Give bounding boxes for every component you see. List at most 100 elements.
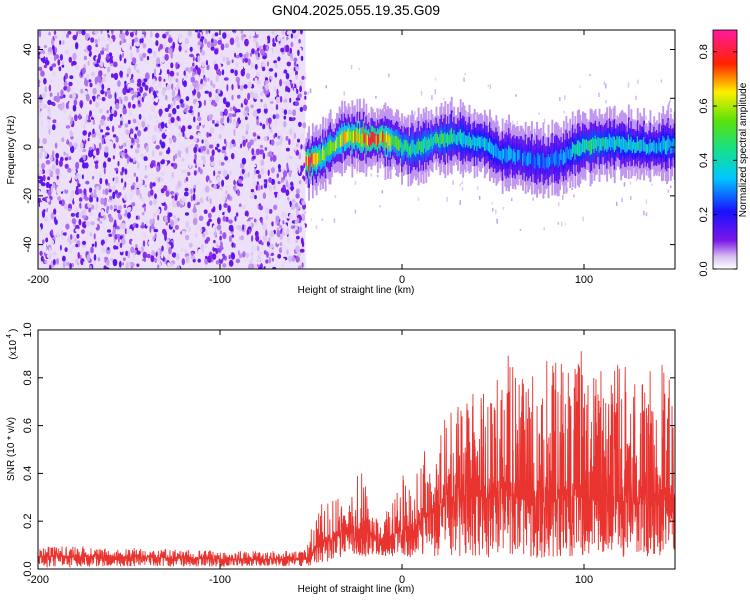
signal-cell [310,153,313,163]
noise-speckle [276,104,278,111]
signal-cell [475,137,477,147]
signal-speckle [491,202,494,205]
noise-speckle [87,203,92,208]
noise-speckle [234,52,237,58]
signal-cell [634,142,637,154]
noise-speckle [190,195,193,202]
noise-speckle [241,157,247,165]
signal-cell [361,133,364,147]
noise-speckle [112,56,116,62]
signal-speckle [645,199,648,205]
noise-speckle [165,190,170,197]
signal-cell [580,143,583,155]
noise-speckle [187,226,192,232]
noise-speckle [295,239,298,244]
signal-cell [416,141,419,154]
noise-speckle [220,124,225,132]
signal-cell [346,131,349,143]
noise-speckle [86,74,89,79]
signal-speckle [562,195,564,200]
noise-speckle [103,120,107,127]
noise-speckle [75,185,79,192]
noise-speckle [247,81,252,89]
noise-speckle [164,160,168,166]
noise-speckle [107,116,110,122]
signal-cell [398,139,401,151]
noise-speckle [282,170,288,177]
noise-speckle [119,183,123,191]
noise-speckle [54,121,59,129]
noise-speckle [87,45,92,52]
noise-speckle [215,82,220,89]
noise-speckle [131,202,136,207]
noise-speckle [95,160,99,165]
noise-speckle [131,190,135,197]
noise-speckle [278,168,282,173]
signal-cell [657,143,660,153]
noise-speckle [60,89,64,97]
noise-speckle [255,30,260,35]
noise-speckle [286,39,292,45]
noise-speckle [252,155,256,160]
signal-speckle [563,110,565,114]
signal-cell [478,137,481,149]
noise-speckle [181,258,185,266]
noise-speckle [198,148,201,153]
noise-speckle [172,229,176,233]
signal-speckle [350,65,353,70]
signal-cell [593,139,596,153]
signal-cell [366,135,369,146]
noise-speckle [255,235,260,242]
noise-speckle [56,258,59,265]
signal-cell [327,142,330,155]
signal-cell [455,135,458,146]
noise-speckle [210,80,213,87]
noise-speckle [61,102,65,109]
noise-speckle [142,251,147,259]
noise-speckle [70,234,73,240]
noise-speckle [59,184,64,192]
noise-speckle [299,248,305,253]
noise-speckle [38,66,43,72]
noise-speckle [92,259,96,266]
signal-speckle [573,194,575,198]
noise-speckle [109,62,114,67]
signal-cell [652,142,654,151]
noise-speckle [49,92,53,97]
signal-cell [467,135,470,148]
noise-speckle [106,66,111,73]
signal-cell [393,136,396,147]
signal-cell [420,141,423,156]
noise-speckle [173,232,178,238]
noise-speckle [213,239,216,244]
signal-cell [473,136,476,151]
noise-speckle [155,176,160,183]
noise-speckle [77,183,81,188]
y-tick-label: 0.2 [22,514,34,529]
noise-speckle [40,255,44,262]
noise-speckle [75,42,79,50]
noise-speckle [61,137,65,143]
noise-speckle [50,185,54,194]
noise-speckle [76,30,79,37]
noise-speckle [125,250,129,257]
signal-cell [503,149,505,159]
noise-speckle [235,55,240,59]
noise-speckle [225,101,231,108]
noise-speckle [202,81,207,87]
noise-speckle [88,146,93,151]
signal-speckle [635,178,638,182]
noise-speckle [96,186,100,191]
noise-speckle [135,137,140,144]
noise-speckle [115,242,121,248]
noise-speckle [165,221,168,226]
noise-speckle [73,99,78,106]
signal-speckle [417,197,420,201]
noise-speckle [228,170,232,176]
noise-speckle [263,183,268,189]
noise-speckle [76,233,80,239]
noise-speckle [127,250,131,259]
noise-speckle [57,59,61,66]
noise-speckle [170,62,174,69]
noise-speckle [284,91,289,99]
